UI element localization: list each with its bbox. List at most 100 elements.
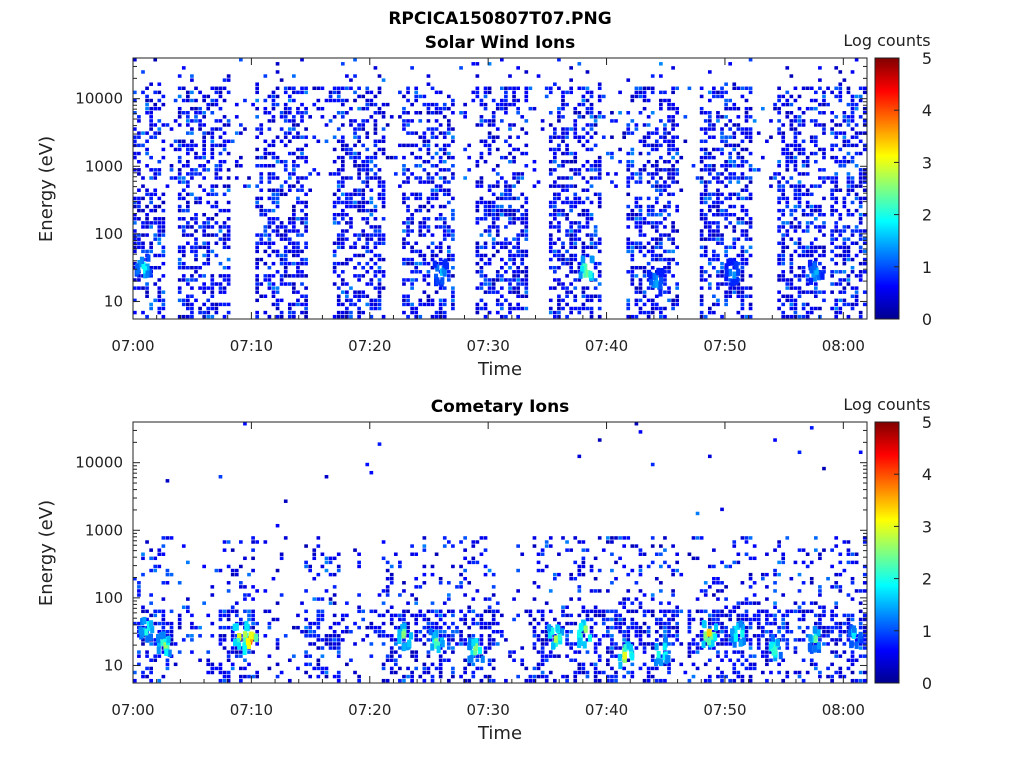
solar-cell bbox=[255, 314, 259, 319]
comet-cell bbox=[165, 581, 170, 585]
comet-cell bbox=[487, 646, 492, 650]
solar-cell bbox=[255, 265, 259, 270]
comet-cell bbox=[610, 625, 614, 630]
solar-cell bbox=[842, 237, 847, 241]
solar-cell bbox=[157, 233, 162, 237]
solar-cell bbox=[773, 102, 777, 107]
solar-cell bbox=[818, 78, 822, 82]
solar-cell bbox=[157, 237, 162, 241]
comet-cell bbox=[398, 666, 402, 671]
solar-cell bbox=[275, 86, 280, 91]
solar-hotspot-cell bbox=[809, 277, 814, 285]
solar-cell bbox=[520, 172, 525, 176]
solar-cell bbox=[675, 208, 680, 213]
solar-cell bbox=[336, 139, 341, 144]
solar-cell bbox=[177, 111, 182, 115]
solar-cell bbox=[267, 237, 272, 241]
solar-cell bbox=[149, 249, 153, 254]
solar-cell bbox=[793, 139, 798, 144]
solar-cell bbox=[850, 111, 855, 115]
solar-cell bbox=[862, 261, 867, 266]
solar-cell bbox=[345, 306, 349, 311]
solar-cell bbox=[597, 274, 602, 278]
solar-hotspot-cell bbox=[724, 269, 729, 277]
solar-cell bbox=[186, 241, 190, 245]
solar-cell bbox=[699, 86, 704, 91]
solar-cell bbox=[292, 135, 296, 139]
solar-cell bbox=[426, 225, 431, 229]
solar-cell bbox=[239, 155, 243, 160]
solar-cell bbox=[381, 196, 386, 201]
solar-cell bbox=[186, 115, 190, 119]
solar-cell bbox=[292, 314, 296, 319]
solar-hotspot-cell bbox=[445, 262, 450, 270]
solar-cell bbox=[357, 172, 361, 176]
solar-cell bbox=[524, 221, 529, 225]
comet-cell bbox=[618, 625, 622, 630]
solar-cell bbox=[524, 217, 529, 221]
solar-cell bbox=[858, 139, 863, 144]
solar-cell bbox=[663, 204, 667, 209]
solar-cell bbox=[581, 98, 586, 103]
solar-cell bbox=[434, 172, 439, 176]
solar-cell bbox=[671, 115, 675, 119]
solar-cell bbox=[145, 204, 149, 209]
solar-cell bbox=[442, 147, 447, 152]
comet-cell bbox=[606, 646, 610, 650]
solar-cell bbox=[451, 127, 455, 131]
solar-cell bbox=[133, 151, 137, 156]
comet-cell bbox=[504, 678, 508, 683]
solar-cell bbox=[214, 176, 219, 180]
solar-cell bbox=[353, 159, 357, 164]
solar-cell bbox=[728, 282, 733, 286]
solar-cell bbox=[442, 188, 447, 192]
solar-cell bbox=[822, 253, 826, 258]
comet-cell bbox=[377, 593, 382, 597]
solar-cell bbox=[414, 265, 419, 270]
comet-cell bbox=[446, 597, 451, 601]
comet-cell bbox=[169, 625, 174, 630]
solar-cell bbox=[744, 115, 749, 119]
solar-cell bbox=[487, 90, 492, 95]
solar-cell bbox=[862, 188, 867, 192]
solar-cell bbox=[707, 261, 712, 266]
comet-cell bbox=[169, 642, 174, 646]
comet-cell bbox=[544, 658, 549, 662]
comet-cell bbox=[606, 658, 610, 662]
comet-cell bbox=[239, 540, 243, 544]
solar-cell bbox=[161, 208, 166, 213]
solar-cell bbox=[446, 155, 451, 160]
solar-cell bbox=[198, 111, 202, 115]
solar-cell bbox=[671, 86, 675, 91]
solar-cell bbox=[809, 245, 814, 250]
solar-cell bbox=[475, 306, 480, 311]
solar-cell bbox=[190, 314, 194, 319]
solar-cell bbox=[675, 172, 680, 176]
solar-cell bbox=[846, 257, 851, 262]
solar-cell bbox=[834, 176, 839, 180]
solar-cell bbox=[813, 139, 818, 144]
solar-cell bbox=[646, 286, 651, 290]
solar-cell bbox=[475, 302, 480, 307]
comet-cell bbox=[418, 629, 423, 634]
solar-cell bbox=[707, 286, 712, 290]
solar-cell bbox=[292, 86, 296, 91]
comet-cell bbox=[610, 609, 614, 614]
solar-cell bbox=[561, 188, 565, 192]
solar-cell bbox=[561, 139, 565, 144]
solar-cell bbox=[451, 306, 455, 311]
comet-cell bbox=[406, 601, 410, 605]
comet-cell bbox=[548, 536, 553, 540]
comet-cell bbox=[312, 642, 317, 646]
solar-cell bbox=[381, 188, 386, 192]
solar-cell bbox=[646, 278, 651, 282]
comet-cell bbox=[251, 617, 255, 622]
comet-cell bbox=[451, 638, 455, 642]
comet-cell bbox=[540, 670, 545, 675]
solar-cell bbox=[850, 135, 855, 139]
solar-cell bbox=[451, 208, 455, 213]
solar-cell bbox=[516, 208, 520, 213]
comet-cell bbox=[361, 638, 366, 642]
solar-cell bbox=[145, 111, 149, 115]
solar-cell bbox=[536, 180, 541, 184]
